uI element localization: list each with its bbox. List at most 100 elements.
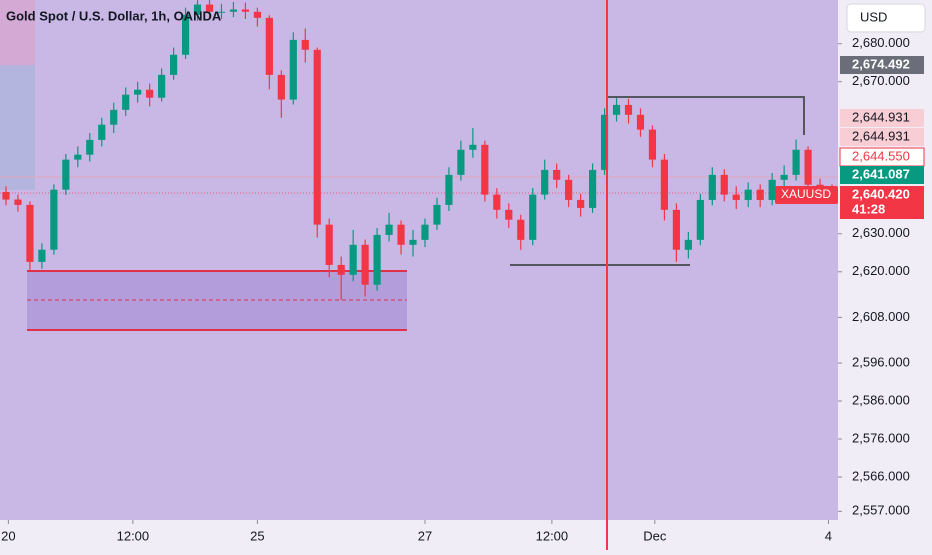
candle-body bbox=[134, 89, 142, 95]
price-label-box bbox=[840, 201, 924, 219]
candle-body bbox=[265, 17, 273, 75]
candle-body bbox=[217, 11, 226, 13]
price-label-box bbox=[840, 56, 924, 74]
candle-body bbox=[588, 169, 597, 208]
candle-body bbox=[780, 174, 788, 180]
candle-body bbox=[517, 219, 525, 240]
candle-body bbox=[373, 234, 381, 285]
symbol-tag bbox=[775, 186, 838, 204]
candle-body bbox=[169, 54, 178, 75]
chart-title: Gold Spot / U.S. Dollar, 1h, OANDA bbox=[6, 8, 222, 23]
candle-body bbox=[469, 144, 477, 150]
y-tick-label: 2,670.000 bbox=[852, 73, 910, 88]
candle-body bbox=[612, 104, 621, 115]
candle-body bbox=[146, 89, 154, 98]
price-label: 2,640.420 bbox=[852, 186, 910, 201]
candle-body bbox=[158, 74, 166, 98]
price-label: 2,644.931 bbox=[852, 109, 910, 124]
price-label: 41:28 bbox=[852, 201, 885, 216]
candle-body bbox=[577, 199, 585, 208]
price-axis-panel bbox=[838, 0, 932, 550]
candle-body bbox=[648, 129, 657, 160]
candle-body bbox=[505, 209, 513, 220]
y-tick-label: 2,608.000 bbox=[852, 309, 910, 324]
candle-body bbox=[792, 149, 800, 175]
candle-body bbox=[229, 9, 238, 12]
candle-body bbox=[397, 224, 405, 245]
price-label: 2,644.550 bbox=[852, 148, 910, 163]
candle-body bbox=[385, 224, 393, 235]
candle-body bbox=[421, 224, 429, 240]
candle-body bbox=[337, 264, 345, 275]
candle-body bbox=[86, 139, 94, 155]
y-tick-label: 2,557.000 bbox=[852, 503, 910, 518]
range-line bbox=[608, 96, 805, 135]
candle-body bbox=[277, 74, 285, 100]
candle-body bbox=[253, 11, 261, 18]
candle-body bbox=[529, 194, 537, 240]
candle-body bbox=[445, 174, 453, 205]
y-tick-label: 2,596.000 bbox=[852, 354, 910, 369]
y-tick-label: 2,566.000 bbox=[852, 468, 910, 483]
x-tick-label: Dec bbox=[643, 528, 667, 543]
price-label: 2,644.931 bbox=[852, 128, 910, 143]
candle-body bbox=[181, 14, 190, 55]
price-label: 2,641.087 bbox=[852, 166, 910, 181]
candle-body bbox=[684, 239, 692, 250]
candle-body bbox=[205, 4, 214, 12]
candle-body bbox=[732, 194, 740, 200]
candle-body bbox=[768, 179, 776, 200]
y-tick-label: 2,576.000 bbox=[852, 430, 910, 445]
candle-body bbox=[110, 109, 118, 125]
currency-label[interactable]: USD bbox=[860, 9, 887, 24]
currency-button[interactable] bbox=[846, 3, 926, 33]
candle-body bbox=[553, 169, 561, 180]
candle-body bbox=[672, 209, 680, 250]
candle-body bbox=[289, 39, 297, 100]
candle-body bbox=[349, 244, 357, 275]
zone-box bbox=[0, 0, 35, 65]
x-tick-label: 20 bbox=[1, 528, 15, 543]
y-tick-label: 2,620.000 bbox=[852, 263, 910, 278]
candle-body bbox=[325, 224, 333, 265]
candle-body bbox=[804, 149, 812, 185]
candle-body bbox=[565, 179, 573, 200]
candle-body bbox=[62, 159, 70, 190]
candle-body bbox=[708, 174, 716, 200]
candle-body bbox=[26, 204, 34, 262]
candle-body bbox=[541, 169, 549, 195]
price-label-box bbox=[840, 109, 924, 127]
candle-body bbox=[241, 9, 250, 12]
candle-body bbox=[74, 154, 82, 160]
candle-body bbox=[493, 194, 501, 210]
candle-body bbox=[98, 124, 106, 140]
price-label-box bbox=[840, 128, 924, 146]
candle-body bbox=[2, 191, 10, 200]
candle-body bbox=[744, 189, 752, 200]
candle-body bbox=[720, 174, 728, 195]
y-tick-label: 2,586.000 bbox=[852, 392, 910, 407]
y-tick-label: 2,630.000 bbox=[852, 225, 910, 240]
candle-body bbox=[433, 204, 441, 225]
candle-body bbox=[624, 104, 633, 115]
candle-body bbox=[50, 189, 58, 250]
candle-body bbox=[457, 149, 465, 175]
x-tick-label: 12:00 bbox=[117, 528, 150, 543]
candle-body bbox=[756, 189, 764, 200]
candle-body bbox=[313, 49, 321, 225]
candle-body bbox=[696, 199, 704, 240]
x-tick-label: 12:00 bbox=[536, 528, 569, 543]
candle-body bbox=[122, 94, 130, 110]
price-label-box bbox=[840, 166, 924, 184]
x-tick-label: 25 bbox=[250, 528, 264, 543]
candle-body bbox=[361, 244, 369, 285]
x-tick-label: 4 bbox=[825, 528, 832, 543]
y-tick-label: 2,680.000 bbox=[852, 35, 910, 50]
zone-box bbox=[0, 65, 35, 190]
x-tick-label: 27 bbox=[418, 528, 432, 543]
candle-body bbox=[481, 144, 489, 195]
candle-body bbox=[301, 39, 309, 50]
symbol-label: XAUUSD bbox=[781, 187, 831, 201]
candle-body bbox=[38, 249, 46, 262]
